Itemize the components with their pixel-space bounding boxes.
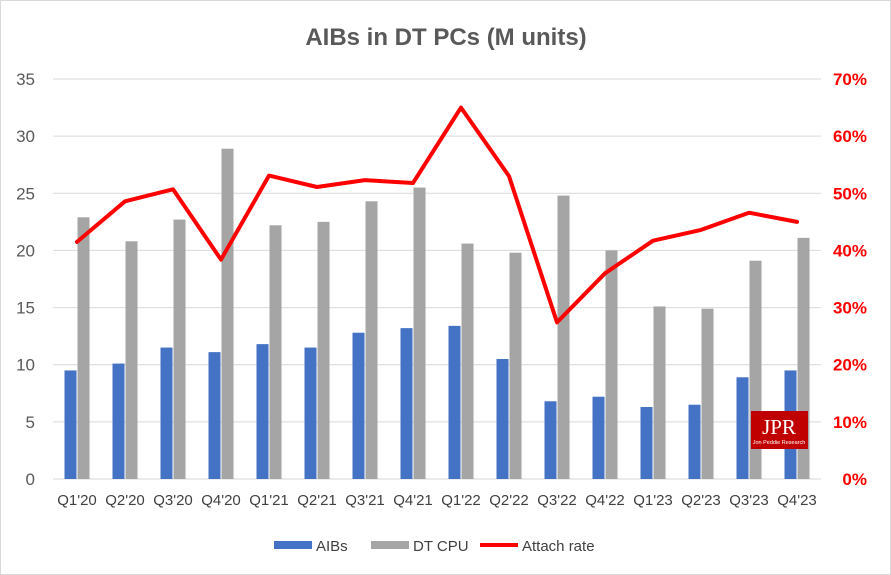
left-tick-label: 10 xyxy=(16,356,35,375)
aibs-bar xyxy=(400,328,413,479)
aibs-bar xyxy=(496,359,509,479)
aibs-bar xyxy=(112,363,125,479)
x-tick-label: Q4'20 xyxy=(201,492,241,509)
right-tick-label: 60% xyxy=(833,127,867,146)
legend-label: DT CPU xyxy=(413,538,469,555)
x-tick-label: Q3'22 xyxy=(537,492,577,509)
right-axis-ticks: 0% 10% 20% 30% 40% 50% 60% 70% xyxy=(833,70,867,489)
dt-cpu-bar xyxy=(173,219,186,480)
logo-sub-text: Jon Peddie Research xyxy=(753,440,806,446)
right-tick-label: 10% xyxy=(833,413,867,432)
x-tick-label: Q3'23 xyxy=(729,492,769,509)
right-tick-label: 30% xyxy=(833,299,867,318)
logo-main-text: JPR xyxy=(762,415,796,439)
x-tick-label: Q3'21 xyxy=(345,492,385,509)
x-tick-label: Q1'22 xyxy=(441,492,481,509)
aibs-bar xyxy=(64,370,77,479)
aibs-bar xyxy=(736,377,749,479)
left-axis-ticks: 0 5 10 15 20 25 30 35 xyxy=(16,70,35,489)
x-tick-label: Q1'20 xyxy=(57,492,97,509)
legend-swatch xyxy=(371,541,409,549)
dt-cpu-bar xyxy=(557,195,570,480)
left-tick-label: 15 xyxy=(16,299,35,318)
dt-cpu-bar xyxy=(509,252,522,479)
aibs-bar xyxy=(160,347,173,479)
chart-title: AIBs in DT PCs (M units) xyxy=(305,24,586,51)
right-tick-label: 50% xyxy=(833,184,867,203)
dt-cpu-bar xyxy=(701,308,714,479)
aibs-bar xyxy=(208,352,221,479)
x-tick-label: Q2'23 xyxy=(681,492,721,509)
x-tick-label: Q2'21 xyxy=(297,492,337,509)
right-tick-label: 70% xyxy=(833,70,867,89)
x-tick-label: Q4'21 xyxy=(393,492,433,509)
left-tick-label: 35 xyxy=(16,70,35,89)
dt-cpu-bar xyxy=(605,250,618,479)
aibs-bar xyxy=(448,325,461,479)
left-tick-label: 5 xyxy=(26,413,35,432)
bars xyxy=(64,148,810,480)
dt-cpu-bar xyxy=(413,187,426,480)
x-axis-ticks: Q1'20 Q2'20 Q3'20 Q4'20 Q1'21 Q2'21 Q3'21 Q4'21… xyxy=(57,492,817,509)
dt-cpu-bar xyxy=(125,241,138,479)
aibs-bar xyxy=(688,404,701,479)
x-tick-label: Q4'23 xyxy=(777,492,817,509)
x-tick-label: Q2'20 xyxy=(105,492,145,509)
aibs-bar xyxy=(304,347,317,479)
aibs-bar xyxy=(544,401,557,479)
x-tick-label: Q1'23 xyxy=(633,492,673,509)
left-tick-label: 20 xyxy=(16,241,35,260)
aibs-bar xyxy=(352,332,365,479)
right-tick-label: 20% xyxy=(833,356,867,375)
x-tick-label: Q4'22 xyxy=(585,492,625,509)
attach-rate-line xyxy=(75,105,799,325)
x-tick-label: Q2'22 xyxy=(489,492,529,509)
jpr-logo: JPR Jon Peddie Research xyxy=(751,411,808,449)
aibs-bar xyxy=(592,396,605,479)
aibs-bar xyxy=(256,344,269,479)
left-tick-label: 30 xyxy=(16,127,35,146)
logo-background xyxy=(751,411,808,449)
x-tick-label: Q1'21 xyxy=(249,492,289,509)
attach-rate-line-layer xyxy=(75,105,799,325)
legend-label: AIBs xyxy=(316,538,348,555)
dt-cpu-bar xyxy=(269,225,282,479)
legend-label: Attach rate xyxy=(522,538,595,555)
left-tick-label: 25 xyxy=(16,184,35,203)
x-tick-label: Q3'20 xyxy=(153,492,193,509)
legend: AIBs DT CPU Attach rate xyxy=(274,538,595,555)
legend-swatch xyxy=(274,541,312,549)
left-tick-label: 0 xyxy=(26,470,35,489)
dt-cpu-bar xyxy=(221,148,234,479)
aibs-bar xyxy=(640,407,653,479)
dt-cpu-bar xyxy=(365,201,378,480)
dt-cpu-bar xyxy=(77,217,90,480)
dt-cpu-bar xyxy=(317,221,330,479)
dt-cpu-bar xyxy=(461,243,474,479)
dt-cpu-bar xyxy=(653,306,666,479)
right-tick-label: 0% xyxy=(842,470,867,489)
right-tick-label: 40% xyxy=(833,241,867,260)
